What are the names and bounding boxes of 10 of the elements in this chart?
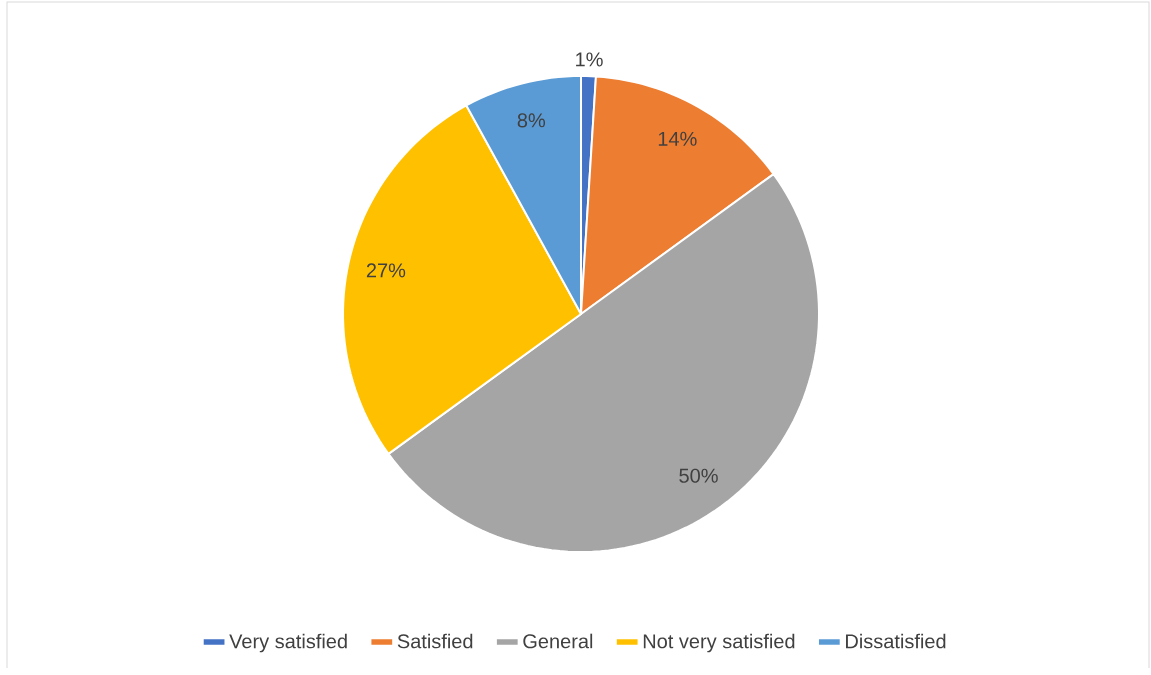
data-label: 14% (658, 131, 697, 146)
legend-label: Satisfied (397, 633, 473, 649)
data-label: 50% (679, 468, 718, 483)
legend-label: General (523, 633, 593, 649)
legend-label: Not very satisfied (643, 633, 795, 653)
legend-label: Very satisfied (229, 633, 347, 653)
data-label: 27% (366, 263, 406, 278)
legend-label: Dissatisfied (846, 633, 946, 649)
data-label: 1% (576, 52, 603, 67)
data-label: 8% (517, 113, 546, 128)
